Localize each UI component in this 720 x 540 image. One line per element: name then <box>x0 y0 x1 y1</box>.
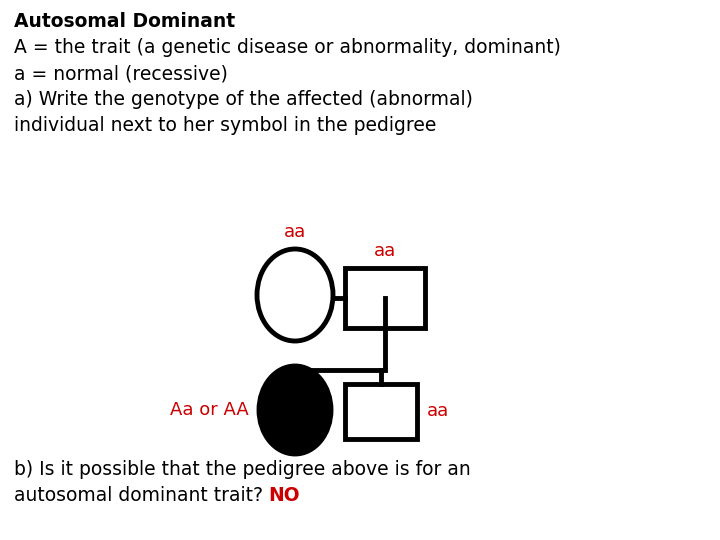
Text: aa: aa <box>284 223 306 241</box>
Ellipse shape <box>257 249 333 341</box>
Text: individual next to her symbol in the pedigree: individual next to her symbol in the ped… <box>14 116 436 135</box>
Text: autosomal dominant trait?: autosomal dominant trait? <box>14 486 275 505</box>
Text: Autosomal Dominant: Autosomal Dominant <box>14 12 235 31</box>
Text: aa: aa <box>374 242 396 260</box>
FancyBboxPatch shape <box>345 268 425 328</box>
Ellipse shape <box>259 366 331 454</box>
Text: aa: aa <box>427 402 449 421</box>
Text: NO: NO <box>268 486 300 505</box>
Text: Aa or AA: Aa or AA <box>170 401 249 419</box>
Text: A = the trait (a genetic disease or abnormality, dominant): A = the trait (a genetic disease or abno… <box>14 38 561 57</box>
Text: b) Is it possible that the pedigree above is for an: b) Is it possible that the pedigree abov… <box>14 460 471 479</box>
Text: a) Write the genotype of the affected (abnormal): a) Write the genotype of the affected (a… <box>14 90 473 109</box>
Text: a = normal (recessive): a = normal (recessive) <box>14 64 228 83</box>
FancyBboxPatch shape <box>345 384 417 439</box>
